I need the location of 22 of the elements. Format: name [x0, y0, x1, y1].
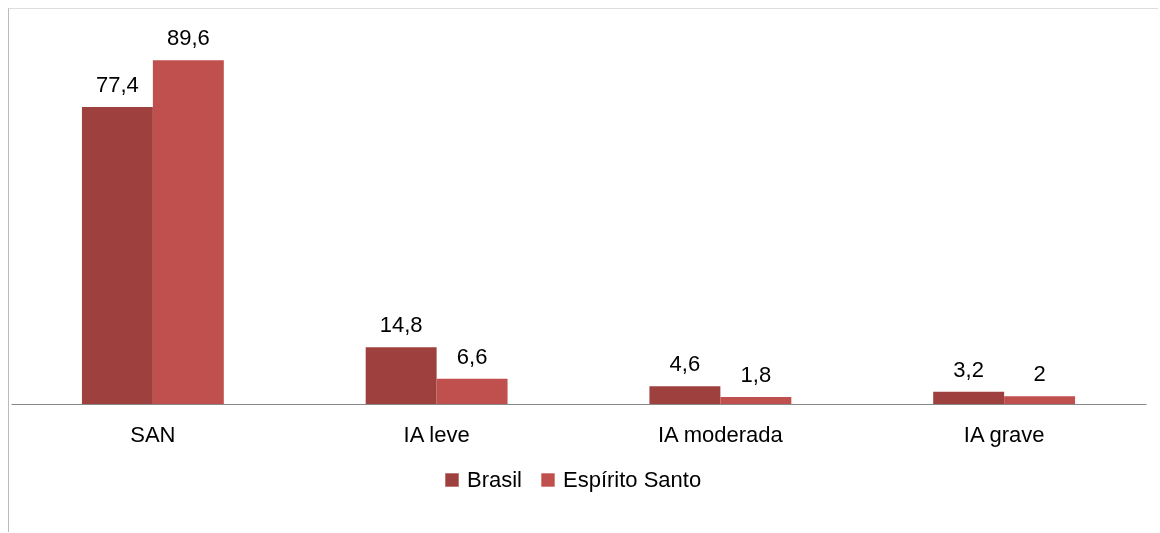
- x-tick-label: IA grave: [963, 421, 1045, 447]
- x-tick-label: SAN: [130, 421, 176, 447]
- bar: [1004, 396, 1076, 404]
- bar: [152, 60, 224, 404]
- data-label: 14,8: [379, 312, 423, 338]
- bar: [436, 378, 508, 404]
- data-label: 77,4: [95, 72, 139, 98]
- data-label: 4,6: [669, 351, 701, 377]
- bar: [81, 107, 153, 404]
- bar: [649, 386, 721, 404]
- x-tick-label: IA moderada: [658, 421, 784, 447]
- data-label: 2: [1033, 361, 1046, 387]
- legend-label: Espírito Santo: [563, 467, 702, 492]
- data-label: 3,2: [953, 356, 984, 382]
- bar: [365, 347, 437, 404]
- bar: [933, 391, 1005, 404]
- legend-label: Brasil: [467, 467, 523, 492]
- data-label: 6,6: [456, 343, 488, 369]
- data-label: 89,6: [166, 25, 210, 51]
- data-label: 1,8: [740, 362, 772, 388]
- bar: [720, 397, 792, 404]
- x-tick-label: IA leve: [403, 421, 470, 447]
